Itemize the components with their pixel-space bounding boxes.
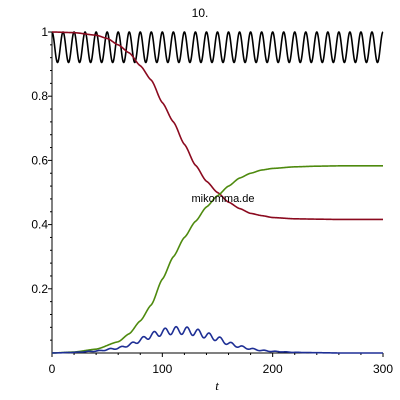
x-tick-label: 300: [373, 362, 393, 376]
watermark-text: mikomma.de: [192, 193, 255, 205]
y-tick-label: 0.6: [31, 153, 48, 167]
series-line-1: [51, 31, 384, 64]
y-tick-label: 0.8: [31, 89, 48, 103]
axes: 0 100 200 300 0.2 0.4 0.6 0.8 1: [31, 25, 393, 376]
chart-title: 10.: [192, 6, 209, 20]
series-layer: [51, 31, 384, 354]
y-tick-label: 1: [41, 25, 48, 39]
series-line-2: [51, 31, 384, 221]
series-line-3: [51, 165, 384, 354]
x-axis-title: t: [215, 378, 219, 393]
y-tick-label: 0.4: [31, 218, 48, 232]
series-line-4: [51, 325, 384, 354]
x-tick-label: 100: [152, 362, 172, 376]
x-tick-label: 200: [263, 362, 283, 376]
y-tick-label: 0.2: [31, 282, 48, 296]
x-tick-label: 0: [49, 362, 56, 376]
